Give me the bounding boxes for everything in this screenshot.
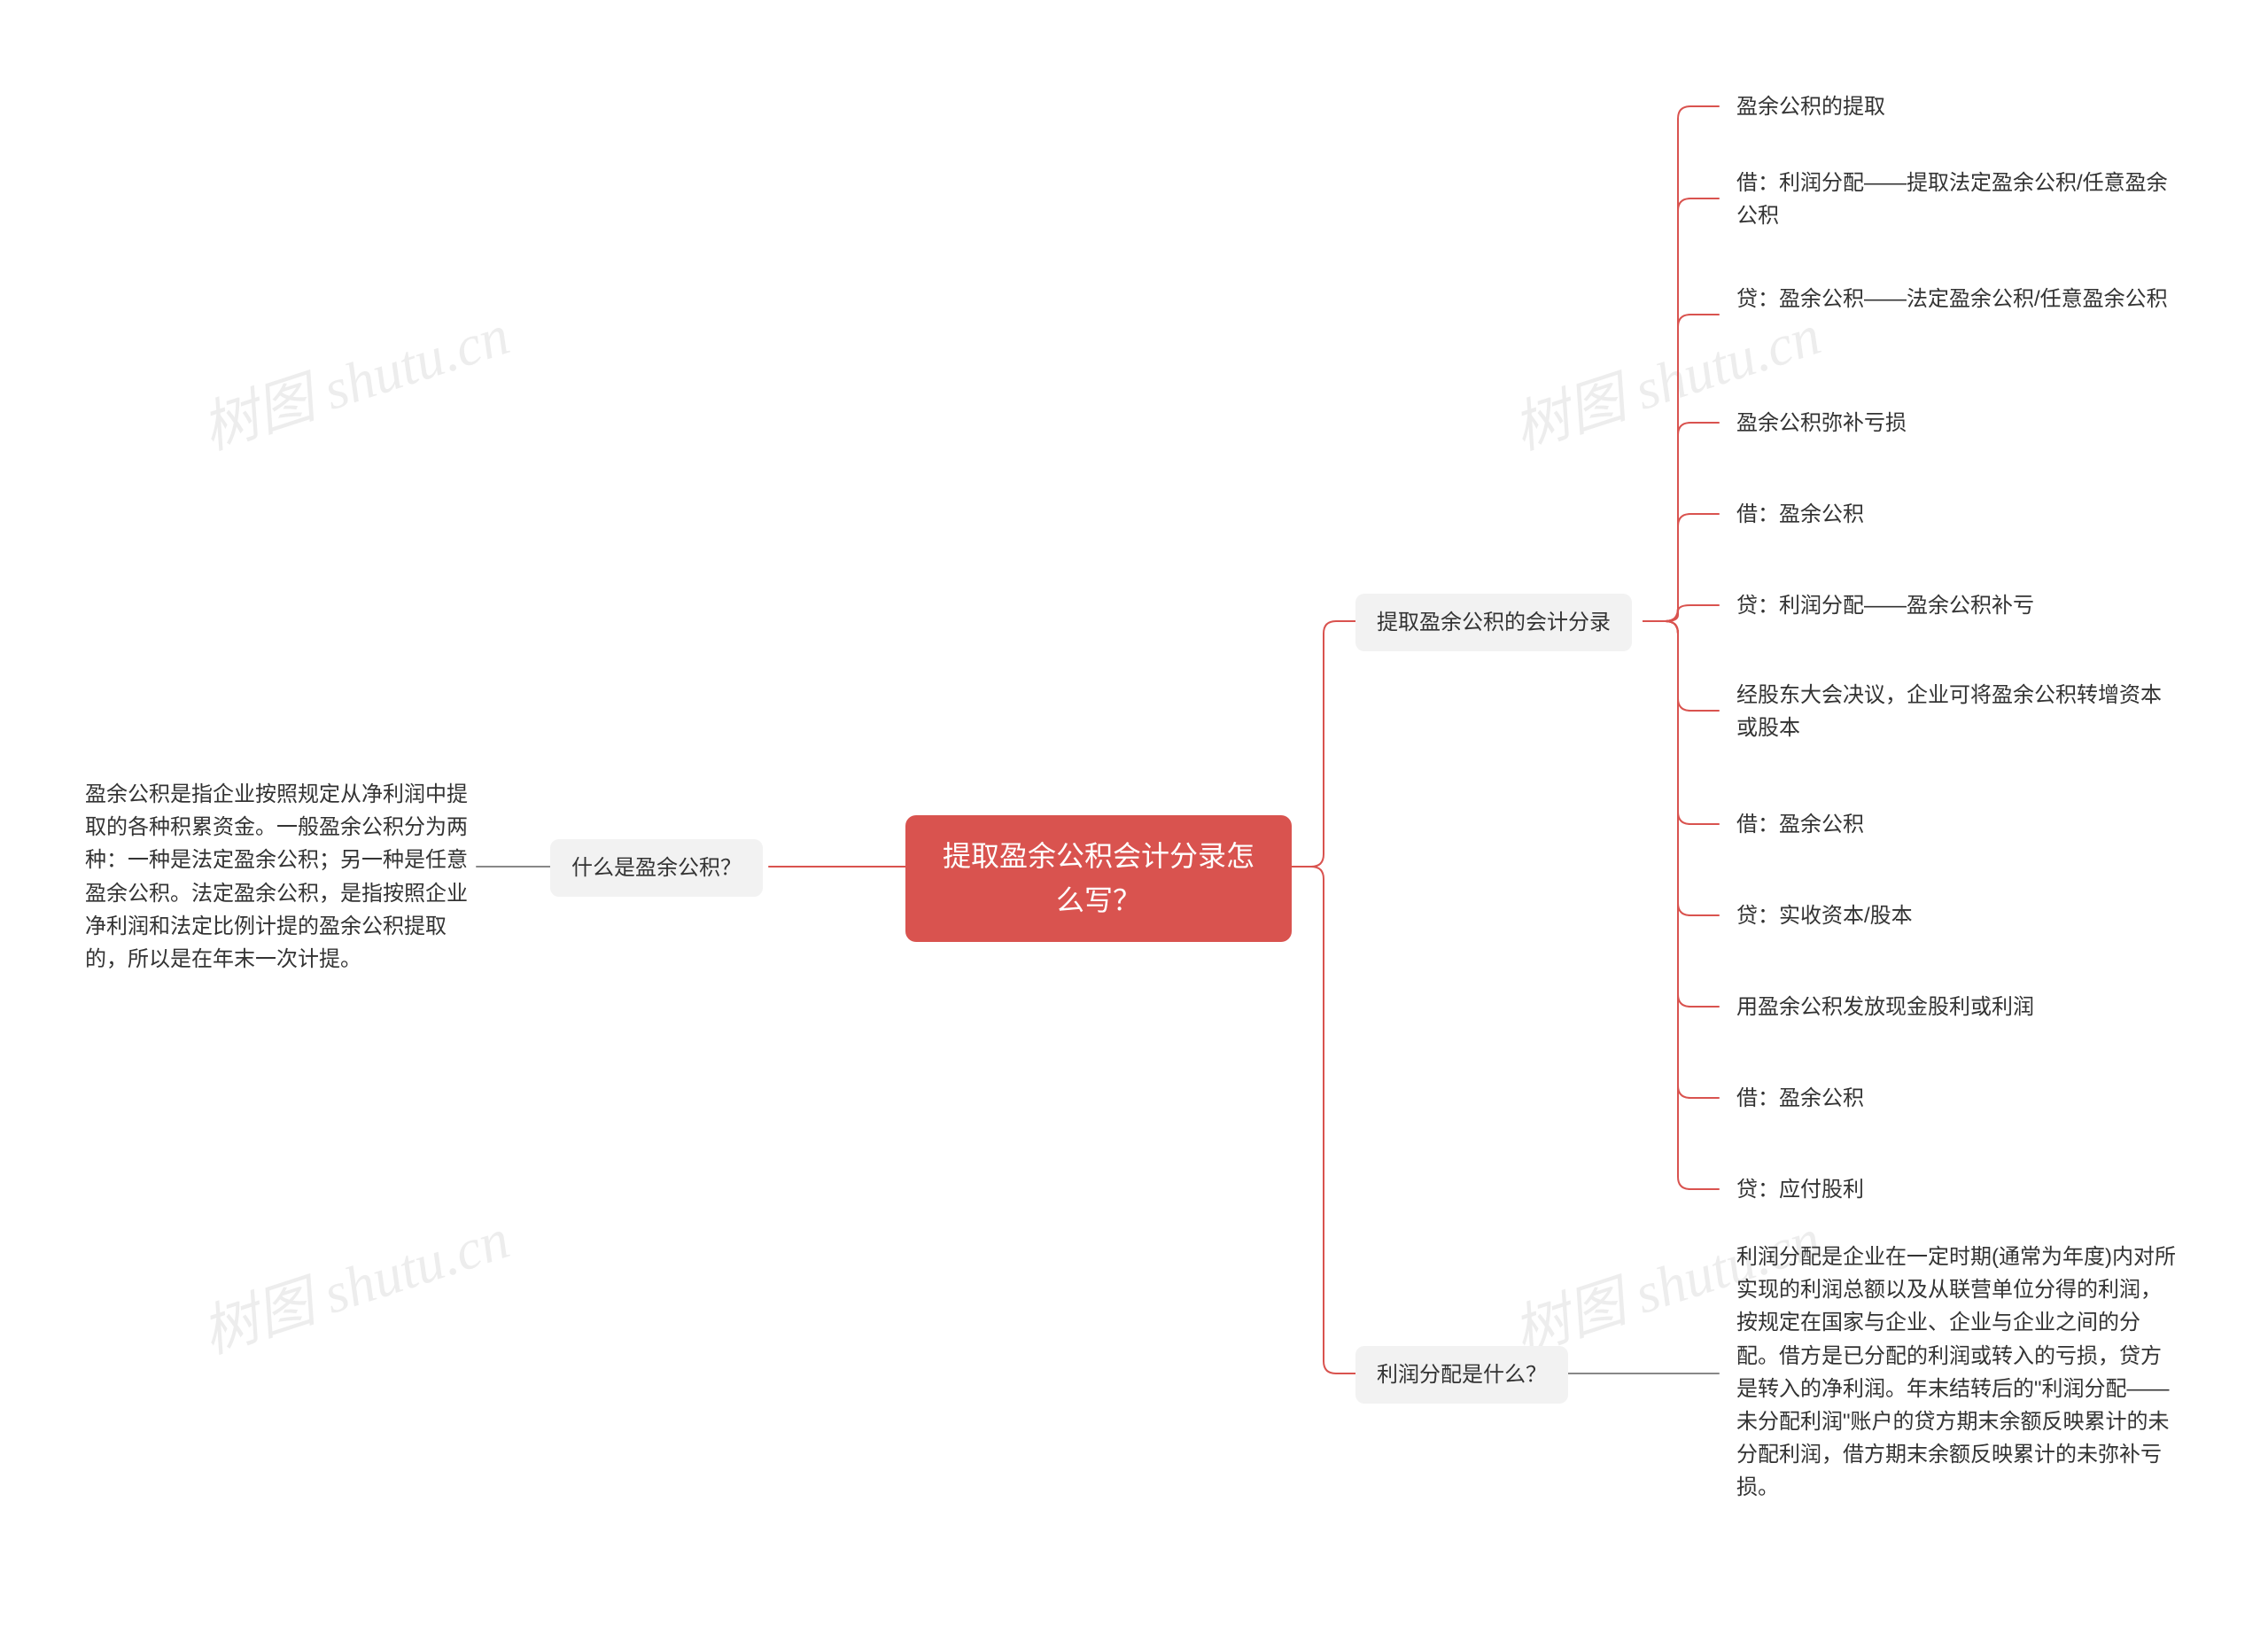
left-detail: 盈余公积是指企业按照规定从净利润中提取的各种积累资金。一般盈余公积分为两种：一种… [85, 778, 479, 976]
watermark: 树图 shutu.cn [190, 290, 518, 465]
root-text: 提取盈余公积会计分录怎么写？ [943, 840, 1254, 916]
entry-item: 贷：实收资本/股本 [1736, 899, 2179, 932]
entries-branch: 提取盈余公积的会计分录 [1355, 594, 1632, 651]
profit-label: 利润分配是什么？ [1377, 1363, 1547, 1387]
entry-item: 盈余公积的提取 [1736, 90, 2179, 123]
entry-item: 用盈余公积发放现金股利或利润 [1736, 991, 2179, 1023]
entry-item: 借：盈余公积 [1736, 808, 2179, 841]
profit-detail: 利润分配是企业在一定时期(通常为年度)内对所实现的利润总额以及从联营单位分得的利… [1736, 1241, 2179, 1505]
root-node: 提取盈余公积会计分录怎么写？ [905, 815, 1292, 942]
left-branch-label: 什么是盈余公积？ [571, 856, 742, 880]
entry-item: 贷：利润分配——盈余公积补亏 [1736, 589, 2179, 622]
entry-item: 借：利润分配——提取法定盈余公积/任意盈余公积 [1736, 167, 2179, 232]
entry-item: 借：盈余公积 [1736, 498, 2179, 531]
entry-item: 贷：盈余公积——法定盈余公积/任意盈余公积 [1736, 283, 2179, 315]
left-branch: 什么是盈余公积？ [550, 839, 763, 897]
entry-item: 贷：应付股利 [1736, 1173, 2179, 1206]
entry-item: 借：盈余公积 [1736, 1082, 2179, 1115]
profit-branch: 利润分配是什么？ [1355, 1346, 1568, 1404]
entries-label: 提取盈余公积的会计分录 [1377, 611, 1611, 634]
watermark: 树图 shutu.cn [190, 1194, 518, 1369]
entry-item: 经股东大会决议，企业可将盈余公积转增资本或股本 [1736, 679, 2179, 744]
entry-item: 盈余公积弥补亏损 [1736, 407, 2179, 440]
